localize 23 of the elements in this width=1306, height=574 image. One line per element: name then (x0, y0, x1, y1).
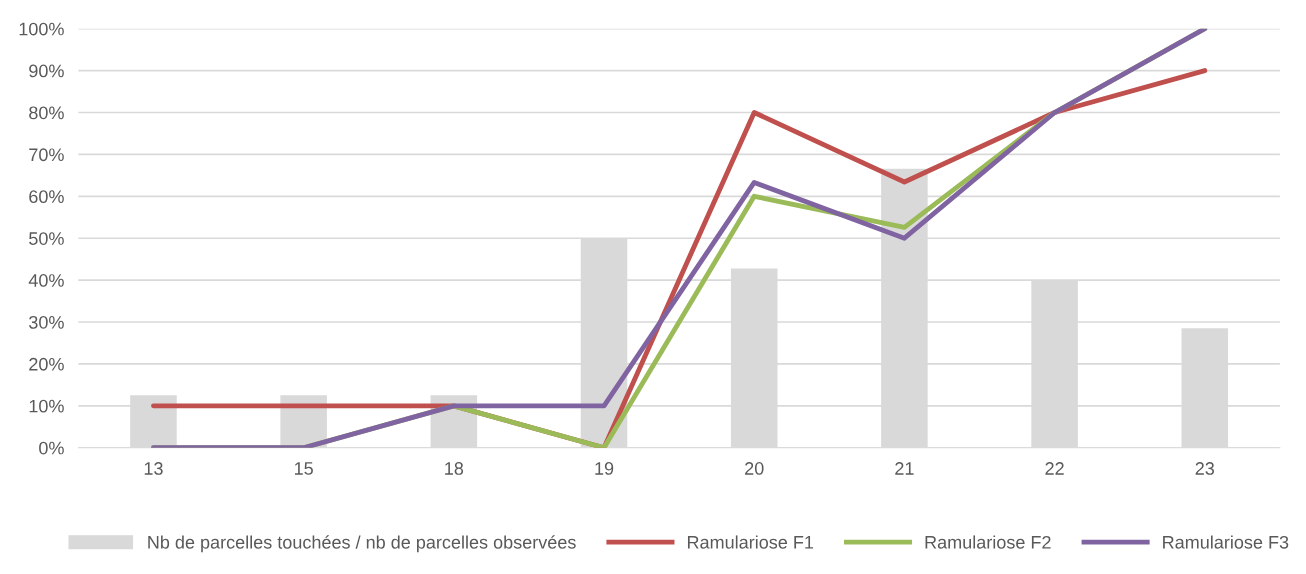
x-tick-label: 13 (144, 462, 163, 475)
y-tick-label: 90% (29, 64, 64, 78)
legend-label: Ramulariose F1 (687, 535, 814, 549)
y-tick-label: 70% (29, 148, 64, 162)
y-tick-label: 40% (28, 274, 64, 287)
x-tick-label: 15 (294, 462, 313, 475)
x-tick-label: 20 (745, 462, 764, 475)
legend-label: Ramulariose F3 (1163, 535, 1289, 549)
y-tick-label: 100% (19, 22, 64, 36)
y-tick-label: 50% (29, 232, 64, 245)
legend-label: Nb de parcelles touchées / nb de parcelles observées (148, 535, 576, 553)
y-tick-label: 0% (39, 441, 64, 455)
y-tick-label: 10% (29, 399, 64, 413)
y-tick-label: 30% (29, 315, 64, 329)
x-tick-label: 22 (1045, 462, 1064, 475)
x-tick-label: 21 (895, 462, 914, 475)
x-tick-label: 18 (445, 462, 464, 475)
y-tick-label: 60% (29, 190, 64, 204)
legend-label: Ramulariose F2 (925, 535, 1051, 549)
y-tick-label: 20% (29, 357, 64, 371)
y-tick-label: 80% (29, 106, 64, 120)
x-tick-label: 19 (595, 462, 614, 475)
x-tick-label: 23 (1195, 462, 1215, 475)
